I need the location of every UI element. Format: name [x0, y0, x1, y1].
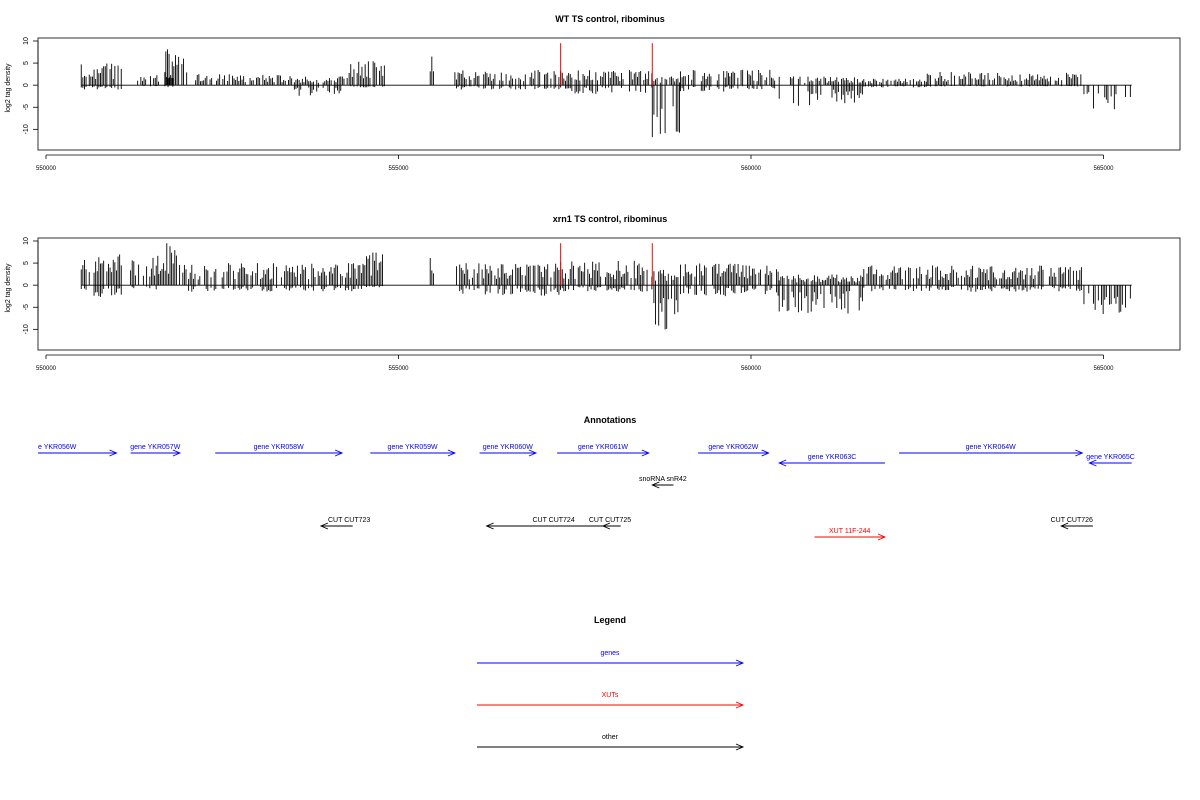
- arrow-head: [319, 522, 329, 530]
- x-tick-label: 560000: [741, 166, 762, 172]
- legend-item: other: [477, 734, 745, 751]
- x-tick-label: 565000: [1093, 366, 1114, 372]
- legend: Legend genes XUTs other: [477, 615, 745, 751]
- density-bars: [80, 43, 1132, 138]
- density-bars: [80, 243, 1132, 330]
- feature-arrow: gene YKR063C: [778, 454, 885, 467]
- xrn1-density-panel: xrn1 TS control, ribominus log2 tag dens…: [5, 214, 1181, 372]
- feature-arrow: gene YKR064W: [899, 444, 1084, 457]
- feature-label: gene YKR062W: [708, 444, 758, 451]
- feature-label: XUT 11F-244: [829, 528, 870, 535]
- x-tick-label: 555000: [388, 166, 409, 172]
- feature-arrow: gene YKR057W: [130, 444, 182, 457]
- arrow-head: [651, 481, 660, 489]
- arrow-head: [877, 533, 887, 541]
- feature-arrow: CUT CUT724: [485, 517, 621, 530]
- feature-arrow: gene YKR058W: [215, 444, 344, 457]
- feature-arrow: e YKR056W: [38, 444, 118, 457]
- feature-list: e YKR056W gene YKR057W gene YKR058W gene YK…: [38, 444, 1135, 541]
- feature-arrow: snoRNA snR42: [639, 476, 687, 489]
- arrow-head: [641, 449, 650, 457]
- feature-arrow: XUT 11F-244: [814, 528, 887, 541]
- feature-arrow: gene YKR061W: [557, 444, 650, 457]
- x-axis: 550000 555000 560000 565000: [36, 154, 1114, 172]
- feature-label: e YKR056W: [38, 444, 77, 451]
- arrow-head: [1075, 449, 1084, 457]
- feature-label: snoRNA snR42: [639, 476, 687, 483]
- x-tick-label: 550000: [36, 166, 57, 172]
- wt-density-panel: WT TS control, ribominus log2 tag densit…: [5, 14, 1181, 172]
- legend-item: XUTs: [477, 692, 745, 709]
- arrow-head: [109, 449, 118, 457]
- feature-label: gene YKR065C: [1086, 454, 1135, 461]
- arrow-head: [528, 449, 538, 457]
- legend-item: genes: [477, 650, 745, 667]
- feature-label: gene YKR059W: [388, 444, 438, 451]
- annotations-track: Annotations e YKR056W gene YKR057W gene YK…: [38, 415, 1135, 541]
- legend-label: genes: [600, 650, 620, 657]
- panel-title: WT TS control, ribominus: [555, 14, 665, 24]
- feature-arrow: CUT CUT723: [319, 517, 370, 530]
- y-axis-label: log2 tag density: [5, 63, 12, 113]
- feature-label: gene YKR058W: [254, 444, 304, 451]
- arrow-head: [1060, 522, 1069, 530]
- arrow-head: [447, 449, 457, 457]
- feature-arrow: CUT CUT726: [1051, 517, 1093, 530]
- feature-arrow: gene YKR062W: [698, 444, 770, 457]
- arrow-head: [761, 449, 770, 457]
- arrow-head: [1088, 459, 1097, 467]
- y-axis: -10 -5 0 5 10: [23, 237, 39, 334]
- panel-title: xrn1 TS control, ribominus: [553, 214, 668, 224]
- y-axis: -10 -5 0 5 10: [23, 37, 39, 134]
- y-tick-label: -10: [23, 124, 30, 134]
- y-tick-label: 10: [23, 37, 30, 45]
- x-axis: 550000 555000 560000 565000: [36, 354, 1114, 372]
- arrow-head: [172, 449, 182, 457]
- legend-items: genes XUTs other: [477, 650, 745, 751]
- legend-label: other: [602, 734, 619, 741]
- feature-label: gene YKR064W: [966, 444, 1016, 451]
- y-axis-label: log2 tag density: [5, 263, 12, 313]
- arrow-head: [735, 701, 745, 709]
- plot-frame: [37, 37, 1181, 151]
- feature-label: CUT CUT726: [1051, 517, 1093, 524]
- feature-label: gene YKR061W: [578, 444, 628, 451]
- x-tick-label: 555000: [388, 366, 409, 372]
- feature-label: gene YKR063C: [808, 454, 857, 461]
- feature-label: CUT CUT724: [532, 517, 574, 524]
- annotations-title: Annotations: [584, 415, 637, 425]
- feature-arrow: gene YKR059W: [370, 444, 457, 457]
- x-tick-label: 565000: [1093, 166, 1114, 172]
- y-tick-label: 5: [23, 61, 30, 65]
- arrow-head: [601, 522, 611, 530]
- feature-arrow: CUT CUT725: [589, 517, 631, 530]
- arrow-head: [485, 522, 494, 530]
- feature-label: CUT CUT723: [328, 517, 370, 524]
- feature-label: gene YKR057W: [130, 444, 180, 451]
- arrow-head: [334, 449, 344, 457]
- plot-frame: [37, 237, 1181, 351]
- x-tick-label: 550000: [36, 366, 57, 372]
- y-tick-label: 10: [23, 237, 30, 245]
- y-tick-label: -5: [23, 304, 30, 310]
- feature-label: CUT CUT725: [589, 517, 631, 524]
- arrow-head: [735, 743, 745, 751]
- y-tick-label: 0: [23, 83, 30, 87]
- y-tick-label: 5: [23, 261, 30, 265]
- y-tick-label: 0: [23, 283, 30, 287]
- legend-label: XUTs: [602, 692, 619, 699]
- feature-arrow: gene YKR065C: [1086, 454, 1135, 467]
- legend-title: Legend: [594, 615, 626, 625]
- feature-label: gene YKR060W: [483, 444, 533, 451]
- y-tick-label: -5: [23, 104, 30, 110]
- feature-arrow: gene YKR060W: [479, 444, 538, 457]
- arrow-head: [735, 659, 745, 667]
- arrow-head: [778, 459, 787, 467]
- y-tick-label: -10: [23, 324, 30, 334]
- x-tick-label: 560000: [741, 366, 762, 372]
